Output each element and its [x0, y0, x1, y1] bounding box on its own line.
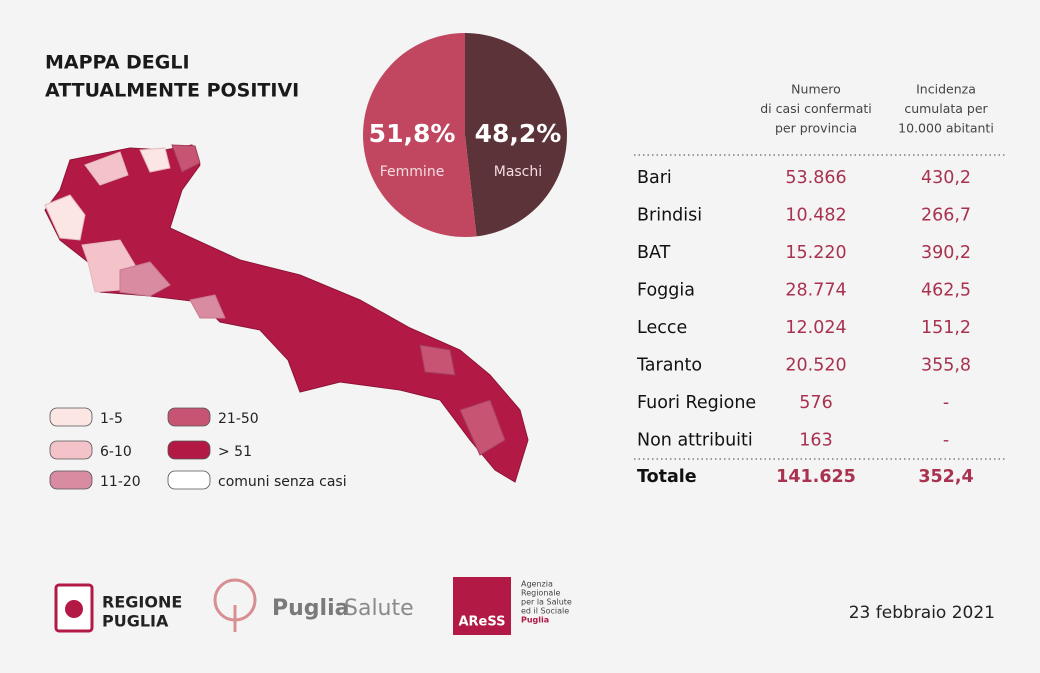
pie-slice: [465, 33, 567, 237]
cell: 12.024: [785, 318, 846, 338]
logo-text: Regionale: [521, 589, 561, 598]
cell: 151,2: [921, 318, 971, 338]
row-label: Fuori Regione: [637, 393, 756, 413]
legend-label: 21-50: [218, 411, 259, 427]
cell: 430,2: [921, 168, 971, 188]
logo-text: per la Salute: [521, 598, 572, 607]
logo-text: AReSS: [458, 615, 505, 630]
row-label: Foggia: [637, 281, 695, 301]
table-header: 10.000 abitanti: [898, 121, 994, 136]
legend-swatch: [49, 470, 93, 490]
row-label: Non attribuiti: [637, 431, 753, 451]
logo-text: REGIONE: [102, 593, 182, 612]
pie-value-label: 51,8%: [369, 119, 456, 148]
logo-text: Puglia: [272, 596, 349, 621]
cell: 355,8: [921, 356, 971, 376]
legend-swatch: [49, 440, 93, 460]
pie-value-label: 48,2%: [475, 119, 562, 148]
cell: 266,7: [921, 206, 971, 226]
cell: 352,4: [918, 467, 973, 487]
cell: 53.866: [785, 168, 846, 188]
legend-swatch: [167, 407, 211, 427]
title: MAPPA DEGLI: [45, 52, 190, 74]
legend-label: 6-10: [100, 444, 132, 460]
row-label: Totale: [637, 467, 697, 487]
logo-text: Puglia: [521, 616, 549, 625]
title: ATTUALMENTE POSITIVI: [45, 80, 299, 102]
row-label: Bari: [637, 168, 672, 188]
pie-category-label: Maschi: [494, 164, 542, 180]
cell: 576: [799, 393, 832, 413]
logo-text: Salute: [344, 596, 414, 621]
row-label: Brindisi: [637, 206, 702, 226]
cell: 462,5: [921, 281, 971, 301]
cell: 15.220: [785, 243, 846, 263]
logo-text: Agenzia: [521, 580, 553, 589]
row-label: Lecce: [637, 318, 687, 338]
pie-slice: [362, 33, 477, 238]
cell: 141.625: [776, 467, 856, 487]
legend-label: 11-20: [100, 474, 141, 490]
table-header: Incidenza: [916, 82, 976, 97]
cell: 390,2: [921, 243, 971, 263]
logo-text: PUGLIA: [102, 612, 169, 631]
regione-logo: [65, 600, 83, 618]
date: 23 febbraio 2021: [849, 603, 995, 623]
table-header: cumulata per: [904, 101, 988, 116]
legend-swatch: [49, 407, 93, 427]
row-label: BAT: [637, 243, 671, 263]
table-header: di casi confermati: [760, 101, 872, 116]
logos: REGIONE PUGLIA Puglia Salute AReSS Agenz…: [54, 577, 572, 635]
legend-label: comuni senza casi: [218, 474, 347, 490]
row-label: Taranto: [636, 356, 702, 376]
cell: 28.774: [785, 281, 846, 301]
cell: 10.482: [785, 206, 846, 226]
cell: -: [943, 393, 949, 413]
cell: 163: [799, 431, 832, 451]
legend-swatch: [167, 470, 211, 490]
cell: -: [943, 431, 949, 451]
pie-category-label: Femmine: [380, 164, 445, 180]
table-header: Numero: [791, 82, 841, 97]
legend-label: > 51: [218, 444, 252, 460]
cell: 20.520: [785, 356, 846, 376]
legend-label: 1-5: [100, 411, 123, 427]
legend-swatch: [167, 440, 211, 460]
aress-logo: [453, 577, 511, 635]
table-header: per provincia: [775, 121, 857, 136]
map: [44, 144, 529, 483]
logo-text: ed il Sociale: [521, 607, 569, 616]
